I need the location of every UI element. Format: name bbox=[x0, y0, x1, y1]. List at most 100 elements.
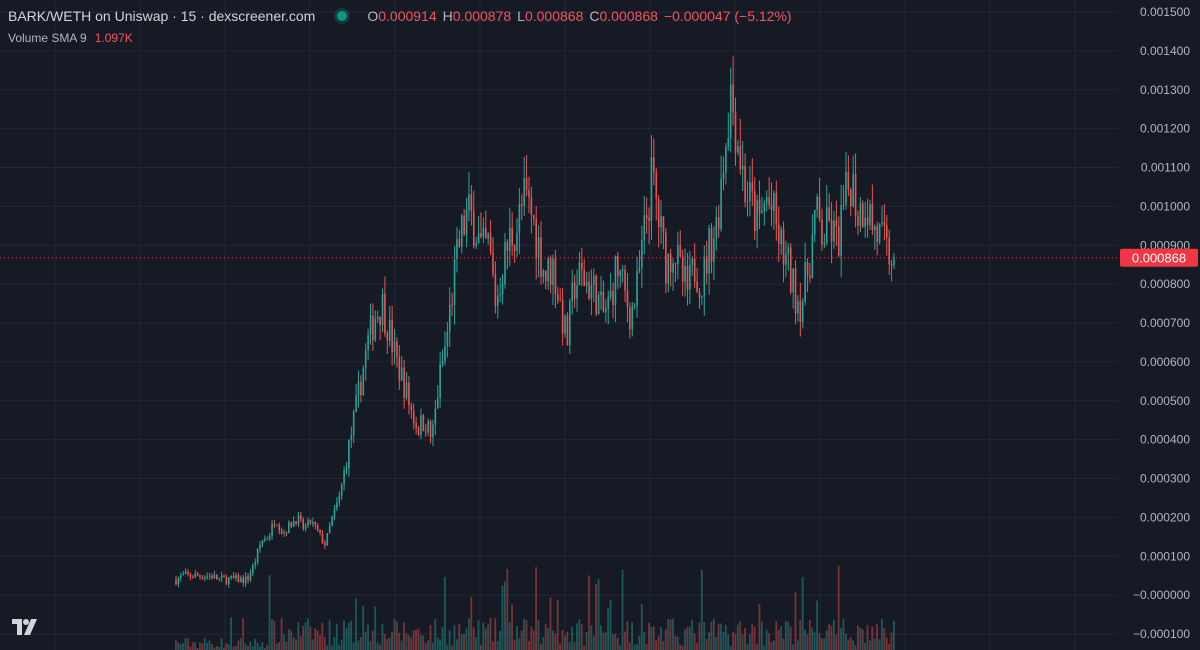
volume-bar bbox=[624, 631, 626, 650]
volume-bar bbox=[319, 634, 321, 650]
candle-body bbox=[240, 577, 242, 583]
tradingview-logo-icon[interactable] bbox=[10, 614, 40, 640]
volume-bar bbox=[453, 625, 456, 650]
candle-body bbox=[720, 178, 722, 229]
candle-body bbox=[708, 228, 710, 274]
volume-bar bbox=[760, 621, 763, 650]
volume-bar bbox=[722, 631, 725, 650]
chart-legend: BARK/WETH on Uniswap · 15 · dexscreener.… bbox=[8, 6, 792, 47]
candle-body bbox=[585, 281, 588, 286]
volume-bar bbox=[304, 622, 307, 650]
volume-bar bbox=[232, 646, 235, 650]
candle-body bbox=[842, 204, 845, 206]
candle-body bbox=[749, 182, 751, 202]
volume-bar bbox=[648, 623, 650, 650]
candle-body bbox=[806, 262, 809, 276]
candle-body bbox=[547, 257, 550, 282]
volume-bar bbox=[852, 640, 854, 650]
y-tick-label: 0.001500 bbox=[1140, 5, 1190, 19]
volume-bar bbox=[835, 634, 838, 650]
volume-bar bbox=[871, 626, 874, 650]
volume-bar bbox=[688, 626, 691, 650]
candle-body bbox=[223, 575, 225, 578]
volume-bar bbox=[436, 637, 439, 650]
volume-bar bbox=[251, 646, 254, 650]
candle-body bbox=[312, 521, 314, 524]
candle-body bbox=[605, 308, 607, 312]
volume-bar bbox=[705, 638, 708, 650]
volume-bar bbox=[849, 637, 852, 650]
candle-body bbox=[297, 515, 300, 524]
volume-bar bbox=[477, 620, 480, 650]
market-status-icon[interactable] bbox=[337, 11, 348, 21]
volume-bar bbox=[597, 578, 600, 650]
candle-body bbox=[561, 300, 564, 334]
candle-body bbox=[194, 573, 197, 578]
candle-body bbox=[338, 495, 341, 503]
candle-body bbox=[701, 296, 703, 298]
volume-bar bbox=[640, 604, 643, 650]
volume-bar bbox=[770, 641, 773, 650]
volume-bar bbox=[765, 629, 768, 650]
volume-bars bbox=[175, 565, 895, 650]
volume-bar bbox=[484, 628, 487, 650]
candle-body bbox=[307, 519, 309, 526]
volume-bar bbox=[338, 644, 341, 650]
candle-body bbox=[549, 257, 552, 285]
candle-body bbox=[381, 294, 384, 325]
volume-sma-value: 1.097K bbox=[94, 31, 133, 45]
volume-bar bbox=[187, 638, 189, 650]
volume-bar bbox=[314, 628, 317, 650]
volume-bar bbox=[499, 630, 501, 650]
candle-body bbox=[681, 256, 684, 282]
candle-body bbox=[631, 306, 634, 330]
volume-bar bbox=[700, 569, 703, 650]
volume-bar bbox=[840, 627, 842, 650]
volume-bar bbox=[297, 622, 300, 650]
candle-body bbox=[343, 470, 345, 485]
candle-body bbox=[828, 207, 830, 221]
volume-bar bbox=[734, 633, 737, 650]
volume-bar bbox=[199, 642, 201, 650]
candle-body bbox=[427, 421, 429, 433]
y-tick-label: 0.000400 bbox=[1140, 433, 1190, 447]
candle-body bbox=[261, 540, 264, 545]
price-axis[interactable]: 0.001500 0.001400 0.001300 0.001200 0.001100… bbox=[1133, 5, 1190, 641]
candle-body bbox=[885, 225, 888, 238]
volume-bar bbox=[691, 619, 694, 650]
volume-bar bbox=[667, 619, 670, 650]
volume-bar bbox=[885, 637, 888, 650]
volume-bar bbox=[520, 630, 523, 650]
candle-body bbox=[175, 579, 177, 585]
volume-bar bbox=[712, 618, 715, 650]
volume-bar bbox=[842, 618, 845, 650]
candle-body bbox=[650, 157, 653, 221]
volume-bar bbox=[631, 622, 634, 650]
candle-body bbox=[665, 233, 667, 284]
candle-body bbox=[595, 275, 598, 315]
candle-body bbox=[811, 234, 814, 279]
candle-body bbox=[235, 575, 237, 579]
volume-bar bbox=[868, 640, 871, 650]
candle-body bbox=[266, 538, 269, 540]
candle-body bbox=[789, 247, 792, 292]
candle-body bbox=[569, 301, 571, 346]
y-tick-label: 0.000200 bbox=[1140, 510, 1190, 524]
candle-body bbox=[629, 307, 631, 330]
volume-bar bbox=[355, 598, 357, 650]
candle-body bbox=[835, 220, 838, 227]
volume-bar bbox=[472, 627, 475, 650]
candle-body bbox=[830, 220, 833, 242]
candle-body bbox=[504, 242, 506, 285]
candle-body bbox=[340, 484, 343, 496]
candles bbox=[175, 56, 895, 588]
volume-bar bbox=[708, 632, 710, 650]
volume-bar bbox=[333, 636, 336, 650]
candle-body bbox=[288, 522, 290, 533]
volume-bar bbox=[880, 619, 883, 650]
candle-body bbox=[655, 172, 658, 199]
candle-body bbox=[290, 522, 293, 527]
volume-bar bbox=[736, 624, 739, 650]
volume-bar bbox=[434, 618, 437, 650]
